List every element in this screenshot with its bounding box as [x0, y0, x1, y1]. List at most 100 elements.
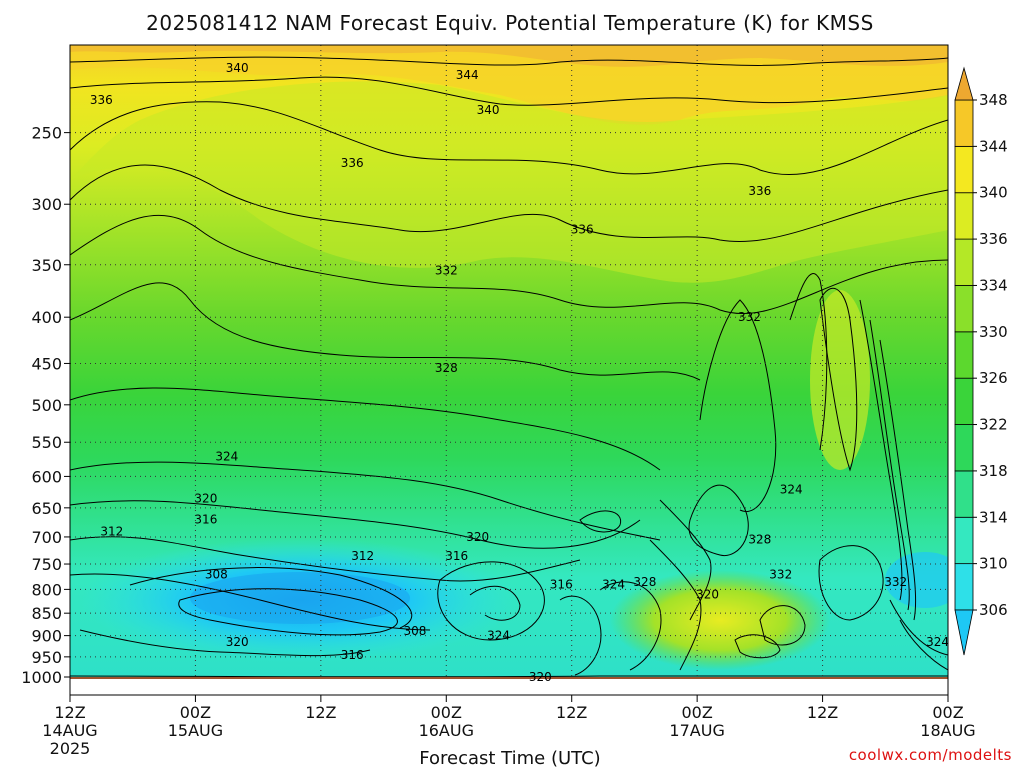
colorbar-label: 344 — [979, 137, 1008, 155]
contour-label: 328 — [748, 533, 771, 547]
ground-bar — [70, 677, 948, 679]
contour-label: 308 — [403, 624, 426, 638]
colorbar-segment — [954, 238, 974, 286]
y-tick-label: 500 — [31, 396, 62, 415]
colorbar-label: 334 — [979, 276, 1008, 294]
y-tick-label: 600 — [31, 467, 62, 486]
colorbar-segment — [954, 192, 974, 240]
x-tick-label: 12Z — [556, 703, 587, 722]
contour-label: 324 — [487, 629, 510, 643]
contour-label: 320 — [194, 492, 217, 506]
colorbar-label: 310 — [979, 555, 1008, 573]
colorbar-segment — [954, 563, 974, 611]
colorbar-label: 318 — [979, 462, 1008, 480]
contour-label: 336 — [571, 223, 594, 237]
colorbar-label: 322 — [979, 416, 1008, 434]
contour-label: 332 — [769, 567, 792, 581]
y-tick-label: 800 — [31, 580, 62, 599]
y-tick-label: 850 — [31, 604, 62, 623]
y-tick-label: 250 — [31, 124, 62, 143]
x-tick-label: 00Z — [180, 703, 211, 722]
x-tick-label: 15AUG — [168, 721, 223, 740]
colorbar-label: 348 — [979, 91, 1008, 109]
contour-label: 336 — [90, 93, 113, 107]
contour-label: 312 — [100, 524, 123, 538]
contour-label: 332 — [738, 310, 761, 324]
colorbar-label: 330 — [979, 323, 1008, 341]
colorbar-segment — [954, 145, 974, 194]
cold-core-deep — [190, 572, 410, 624]
y-tick-label: 950 — [31, 648, 62, 667]
contour-label: 344 — [456, 68, 479, 82]
contour-label: 320 — [226, 635, 249, 649]
colorbar-label: 306 — [979, 601, 1008, 619]
colorbar-bottom-arrow — [954, 609, 974, 656]
x-tick-label: 2025 — [50, 739, 91, 758]
y-tick-label: 350 — [31, 256, 62, 275]
contour-label: 320 — [696, 587, 719, 601]
y-tick-label: 900 — [31, 627, 62, 646]
x-tick-label: 12Z — [807, 703, 838, 722]
y-tick-label: 450 — [31, 354, 62, 373]
colorbar-segment — [954, 331, 974, 379]
contour-label: 336 — [341, 156, 364, 170]
contour-label: 312 — [351, 549, 374, 563]
contour-label: 332 — [435, 263, 458, 277]
y-tick-label: 550 — [31, 433, 62, 452]
colorbar-segment — [954, 516, 974, 565]
x-tick-label: 17AUG — [669, 721, 724, 740]
y-tick-label: 400 — [31, 308, 62, 327]
contour-label: 316 — [445, 549, 468, 563]
colorbar-top-arrow — [954, 66, 974, 101]
contour-label: 316 — [194, 513, 217, 527]
contour-label-layer: 340 344 336 340 336 336 336 332 332 328 324 324 320 3… — [90, 61, 949, 684]
contour-label: 320 — [529, 670, 552, 684]
contour-label: 324 — [215, 449, 238, 463]
colorbar-label: 326 — [979, 369, 1008, 387]
colorbar-label: 340 — [979, 184, 1008, 202]
contour-label: 320 — [466, 530, 489, 544]
contour-label: 308 — [205, 567, 228, 581]
upper-orange-band — [70, 45, 948, 67]
x-tick-label: 14AUG — [42, 721, 97, 740]
contour-label: 340 — [477, 103, 500, 117]
y-axis: 250 300 350 400 450 500 550 600 650 700 750 800 850 9… — [21, 124, 70, 687]
plot-area — [70, 45, 948, 679]
colorbar-label: 336 — [979, 230, 1008, 248]
credit-link[interactable]: coolwx.com/modelts — [849, 746, 1012, 764]
contour-label: 328 — [633, 575, 656, 589]
colorbar-segment — [954, 377, 974, 425]
contour-label: 324 — [602, 577, 625, 591]
colorbar-segment — [954, 285, 974, 333]
contour-label: 324 — [780, 482, 803, 496]
colorbar-segment — [954, 424, 974, 472]
chart-title: 2025081412 NAM Forecast Equiv. Potential… — [146, 11, 874, 35]
x-gridlines — [194, 45, 824, 677]
contour-label: 316 — [550, 577, 573, 591]
x-tick-label: 12Z — [305, 703, 336, 722]
contour-label: 324 — [926, 635, 949, 649]
colorbar-segment — [954, 99, 974, 147]
x-tick-label: 00Z — [431, 703, 462, 722]
colorbar: 306 310 314 318 322 326 330 334 336 340 344 348 — [954, 66, 1008, 656]
mid-lime-band — [70, 81, 948, 283]
contour-lines — [70, 56, 948, 678]
y-tick-label: 1000 — [21, 668, 62, 687]
colorbar-label: 314 — [979, 508, 1008, 526]
contour-label: 332 — [884, 575, 907, 589]
x-tick-label: 16AUG — [419, 721, 474, 740]
x-tick-label: 00Z — [681, 703, 712, 722]
y-tick-label: 700 — [31, 528, 62, 547]
warm-lowlevel — [610, 570, 830, 670]
x-tick-label: 12Z — [54, 703, 85, 722]
y-tick-label: 650 — [31, 499, 62, 518]
x-tick-label: 18AUG — [920, 721, 975, 740]
contour-label: 336 — [748, 184, 771, 198]
y-tick-label: 300 — [31, 195, 62, 214]
contour-label: 340 — [226, 61, 249, 75]
x-tick-label: 00Z — [932, 703, 963, 722]
plot-frame — [69, 44, 949, 696]
x-axis-label: Forecast Time (UTC) — [419, 748, 600, 768]
